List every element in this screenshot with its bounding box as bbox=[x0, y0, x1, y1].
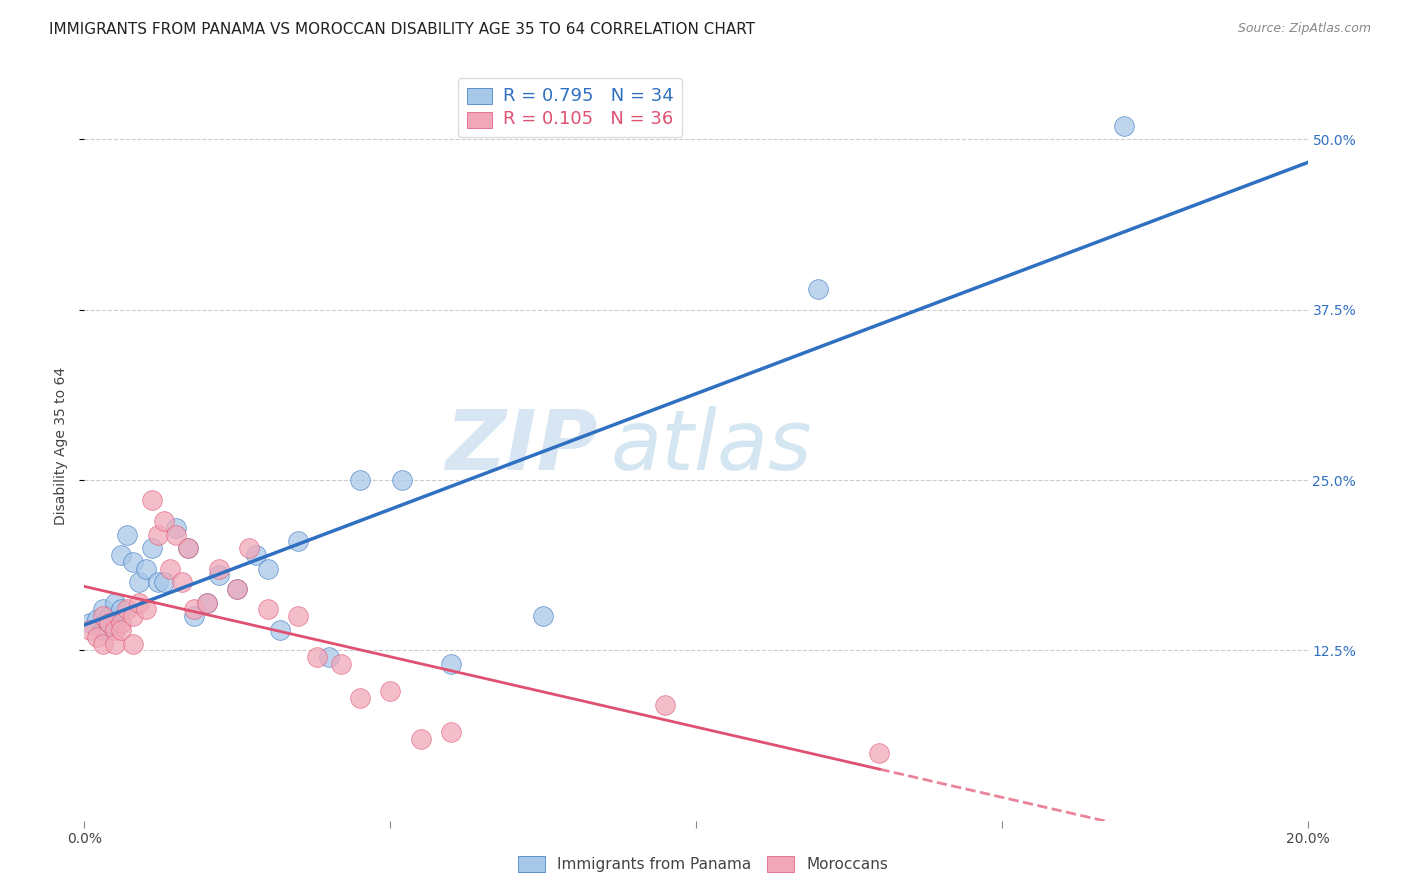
Point bbox=[208, 568, 231, 582]
Point bbox=[177, 541, 200, 556]
Point bbox=[165, 521, 187, 535]
Point bbox=[440, 725, 463, 739]
Point bbox=[122, 555, 145, 569]
Point bbox=[122, 636, 145, 650]
Point bbox=[807, 282, 830, 296]
Point bbox=[380, 684, 402, 698]
Point bbox=[86, 612, 108, 626]
Point bbox=[287, 534, 309, 549]
Point bbox=[409, 731, 432, 746]
Point bbox=[97, 616, 120, 631]
Text: atlas: atlas bbox=[610, 406, 813, 486]
Point bbox=[104, 616, 127, 631]
Point bbox=[110, 602, 132, 616]
Point bbox=[208, 561, 231, 575]
Point bbox=[153, 514, 176, 528]
Point bbox=[654, 698, 676, 712]
Point bbox=[257, 602, 280, 616]
Point bbox=[91, 623, 114, 637]
Point bbox=[183, 602, 205, 616]
Point bbox=[146, 575, 169, 590]
Point bbox=[110, 623, 132, 637]
Point bbox=[238, 541, 260, 556]
Point bbox=[128, 575, 150, 590]
Point bbox=[104, 623, 127, 637]
Point bbox=[141, 493, 163, 508]
Point bbox=[159, 561, 181, 575]
Point bbox=[91, 636, 114, 650]
Point bbox=[305, 650, 328, 665]
Point bbox=[183, 609, 205, 624]
Point bbox=[115, 527, 138, 541]
Point bbox=[104, 636, 127, 650]
Point bbox=[91, 602, 114, 616]
Text: ZIP: ZIP bbox=[446, 406, 598, 486]
Point bbox=[110, 548, 132, 562]
Point bbox=[172, 575, 194, 590]
Legend: Immigrants from Panama, Moroccans: Immigrants from Panama, Moroccans bbox=[510, 848, 896, 880]
Point bbox=[195, 596, 218, 610]
Point bbox=[226, 582, 249, 596]
Point bbox=[141, 541, 163, 556]
Point bbox=[79, 623, 101, 637]
Point bbox=[440, 657, 463, 671]
Text: IMMIGRANTS FROM PANAMA VS MOROCCAN DISABILITY AGE 35 TO 64 CORRELATION CHART: IMMIGRANTS FROM PANAMA VS MOROCCAN DISAB… bbox=[49, 22, 755, 37]
Point bbox=[177, 541, 200, 556]
Point bbox=[165, 527, 187, 541]
Point bbox=[287, 609, 309, 624]
Point bbox=[86, 630, 108, 644]
Point bbox=[135, 561, 157, 575]
Point bbox=[146, 527, 169, 541]
Point bbox=[349, 473, 371, 487]
Point bbox=[128, 596, 150, 610]
Y-axis label: Disability Age 35 to 64: Disability Age 35 to 64 bbox=[55, 367, 69, 525]
Point bbox=[226, 582, 249, 596]
Point bbox=[318, 650, 340, 665]
Point bbox=[269, 623, 291, 637]
Point bbox=[869, 746, 891, 760]
Point bbox=[97, 616, 120, 631]
Point bbox=[110, 616, 132, 631]
Point bbox=[330, 657, 353, 671]
Point bbox=[349, 691, 371, 706]
Point bbox=[135, 602, 157, 616]
Point bbox=[391, 473, 413, 487]
Point bbox=[115, 602, 138, 616]
Point bbox=[195, 596, 218, 610]
Point bbox=[245, 548, 267, 562]
Point bbox=[257, 561, 280, 575]
Point bbox=[104, 596, 127, 610]
Point bbox=[91, 609, 114, 624]
Point bbox=[122, 609, 145, 624]
Legend: R = 0.795   N = 34, R = 0.105   N = 36: R = 0.795 N = 34, R = 0.105 N = 36 bbox=[458, 78, 682, 136]
Point bbox=[531, 609, 554, 624]
Point bbox=[153, 575, 176, 590]
Point bbox=[97, 609, 120, 624]
Point bbox=[79, 616, 101, 631]
Point bbox=[1114, 119, 1136, 133]
Text: Source: ZipAtlas.com: Source: ZipAtlas.com bbox=[1237, 22, 1371, 36]
